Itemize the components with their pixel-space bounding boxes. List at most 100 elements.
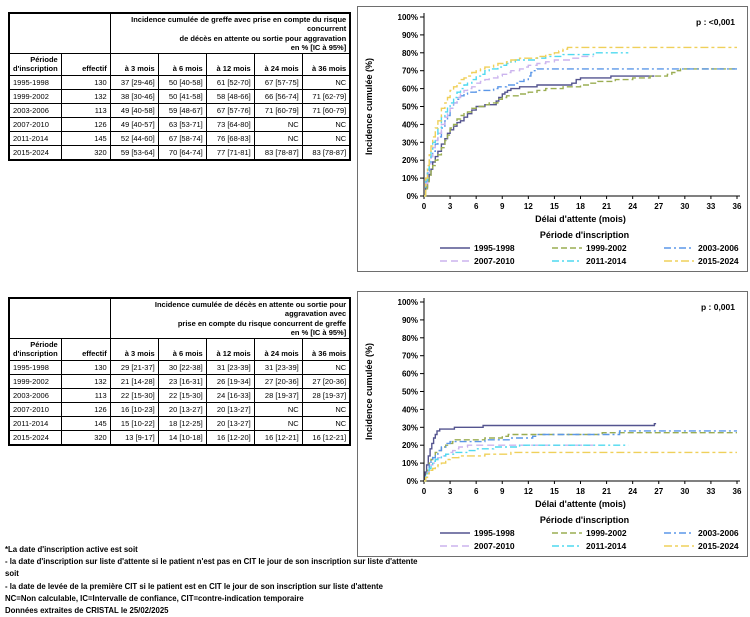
series-1999-2002 [424,68,737,197]
value-cell: 22 [15-30] [157,387,207,403]
value-cell: 130 [60,359,111,375]
column-header: effectif [60,53,111,76]
x-axis-label: Délai d'attente (mois) [535,499,626,509]
table-row: 1999-2002 132 38 [30-46] 50 [41-58] 58 [48-6… [8,88,351,104]
value-cell: 49 [40-58] [109,102,159,118]
footnote-line: Données extraites de CRISTAL le 25/02/20… [5,606,169,616]
value-cell: 13 [9-17] [109,429,159,446]
legend-label: 2011-2014 [586,256,626,266]
footnote-line: NC=Non calculable, IC=Intervalle de conf… [5,593,304,603]
x-tick-label: 15 [550,487,559,496]
y-tick-label: 30% [402,423,418,432]
y-tick-label: 0% [406,192,418,201]
value-cell: 20 [13-27] [205,415,255,431]
value-cell: 14 [10-18] [157,429,207,446]
value-cell: 59 [53-64] [109,144,159,161]
period-cell: 2003-2006 [8,387,62,403]
y-tick-label: 40% [402,120,418,129]
legend-label: 2003-2006 [698,243,739,253]
value-cell: 49 [40-57] [109,116,159,132]
period-cell: 2015-2024 [8,429,62,446]
column-header: Période d'inscription [8,53,62,76]
table-row: 2011-2014 145 15 [10-22] 18 [12-25] 20 [13-2… [8,415,351,431]
value-cell: 67 [57-76] [205,102,255,118]
value-cell: 130 [60,74,111,90]
x-tick-label: 36 [733,487,742,496]
value-cell: 28 [19-37] [253,387,303,403]
series-2007-2010 [424,55,594,197]
x-tick-label: 15 [550,202,559,211]
x-tick-label: 30 [680,202,689,211]
period-cell: 1995-1998 [8,359,62,375]
column-header: à 3 mois [109,338,159,361]
y-tick-label: 0% [406,477,418,486]
table-row: 2011-2014 145 52 [44-60] 67 [58-74] 76 [68-8… [8,130,351,146]
value-cell: 70 [64-74] [157,144,207,161]
value-cell: 16 [12-20] [205,429,255,446]
y-tick-label: 100% [398,13,418,22]
series-1999-2002 [424,432,737,482]
value-cell: 16 [12-21] [301,429,351,446]
value-cell: 16 [10-23] [109,401,159,417]
value-cell: 26 [19-34] [205,373,255,389]
value-cell: 66 [56-74] [253,88,303,104]
series-2015-2024 [424,451,737,482]
value-cell: 31 [23-39] [205,359,255,375]
y-tick-label: 10% [402,459,418,468]
period-cell: 2015-2024 [8,144,62,161]
value-cell: NC [301,359,351,375]
legend-label: 1995-1998 [474,243,515,253]
x-tick-label: 9 [500,202,505,211]
table-row: 2015-2024 320 59 [53-64] 70 [64-74] 77 [71-8… [8,144,351,161]
value-cell: 145 [60,415,111,431]
legend-label: 2015-2024 [698,541,739,551]
legend-label: 1999-2002 [586,243,627,253]
value-cell: 31 [23-39] [253,359,303,375]
series-1995-1998 [424,423,657,482]
x-tick-label: 24 [628,487,637,496]
legend-title: Période d'inscription [540,230,629,240]
x-tick-label: 33 [706,487,715,496]
value-cell: NC [253,415,303,431]
y-tick-label: 50% [402,103,418,112]
value-cell: NC [253,130,303,146]
value-cell: 320 [60,429,111,446]
value-cell: 29 [21-37] [109,359,159,375]
footnotes: *La date d'inscription active est soit -… [5,544,435,617]
x-tick-label: 18 [576,202,585,211]
value-cell: 320 [60,144,111,161]
column-header: à 12 mois [205,53,255,76]
table-corner-cell [8,12,111,55]
table-row: 2003-2006 113 22 [15-30] 22 [15-30] 24 [16-3… [8,387,351,403]
value-cell: 52 [44-60] [109,130,159,146]
value-cell: 61 [52-70] [205,74,255,90]
value-cell: NC [301,116,351,132]
y-tick-label: 70% [402,352,418,361]
value-cell: NC [301,130,351,146]
column-header: à 12 mois [205,338,255,361]
value-cell: NC [301,74,351,90]
value-cell: 20 [13-27] [205,401,255,417]
greffe-incidence-chart-svg: 0 3 6 9 12 15 18 21 24 27 30 33 360%10%20%30%40%50%6… [364,13,742,266]
table-title: Incidence cumulée de greffe avec prise e… [109,12,351,55]
y-tick-label: 80% [402,334,418,343]
y-tick-label: 60% [402,85,418,94]
legend-label: 2003-2006 [698,528,739,538]
value-cell: 67 [57-75] [253,74,303,90]
incidence-deces-table: Incidence cumulée de décès en attente ou… [8,297,352,446]
value-cell: 23 [16-31] [157,373,207,389]
value-cell: 30 [22-38] [157,359,207,375]
value-cell: 113 [60,387,111,403]
y-tick-label: 40% [402,405,418,414]
table-row: 1995-1998 130 29 [21-37] 30 [22-38] 31 [23-3… [8,359,351,375]
y-tick-label: 90% [402,316,418,325]
value-cell: 22 [15-30] [109,387,159,403]
period-cell: 1999-2002 [8,373,62,389]
x-axis-label: Délai d'attente (mois) [535,214,626,224]
value-cell: 73 [64-80] [205,116,255,132]
x-tick-label: 21 [602,487,611,496]
x-tick-label: 36 [733,202,742,211]
value-cell: 28 [19-37] [301,387,351,403]
x-tick-label: 21 [602,202,611,211]
footnote-line: - la date d'inscription sur liste d'atte… [5,557,418,567]
